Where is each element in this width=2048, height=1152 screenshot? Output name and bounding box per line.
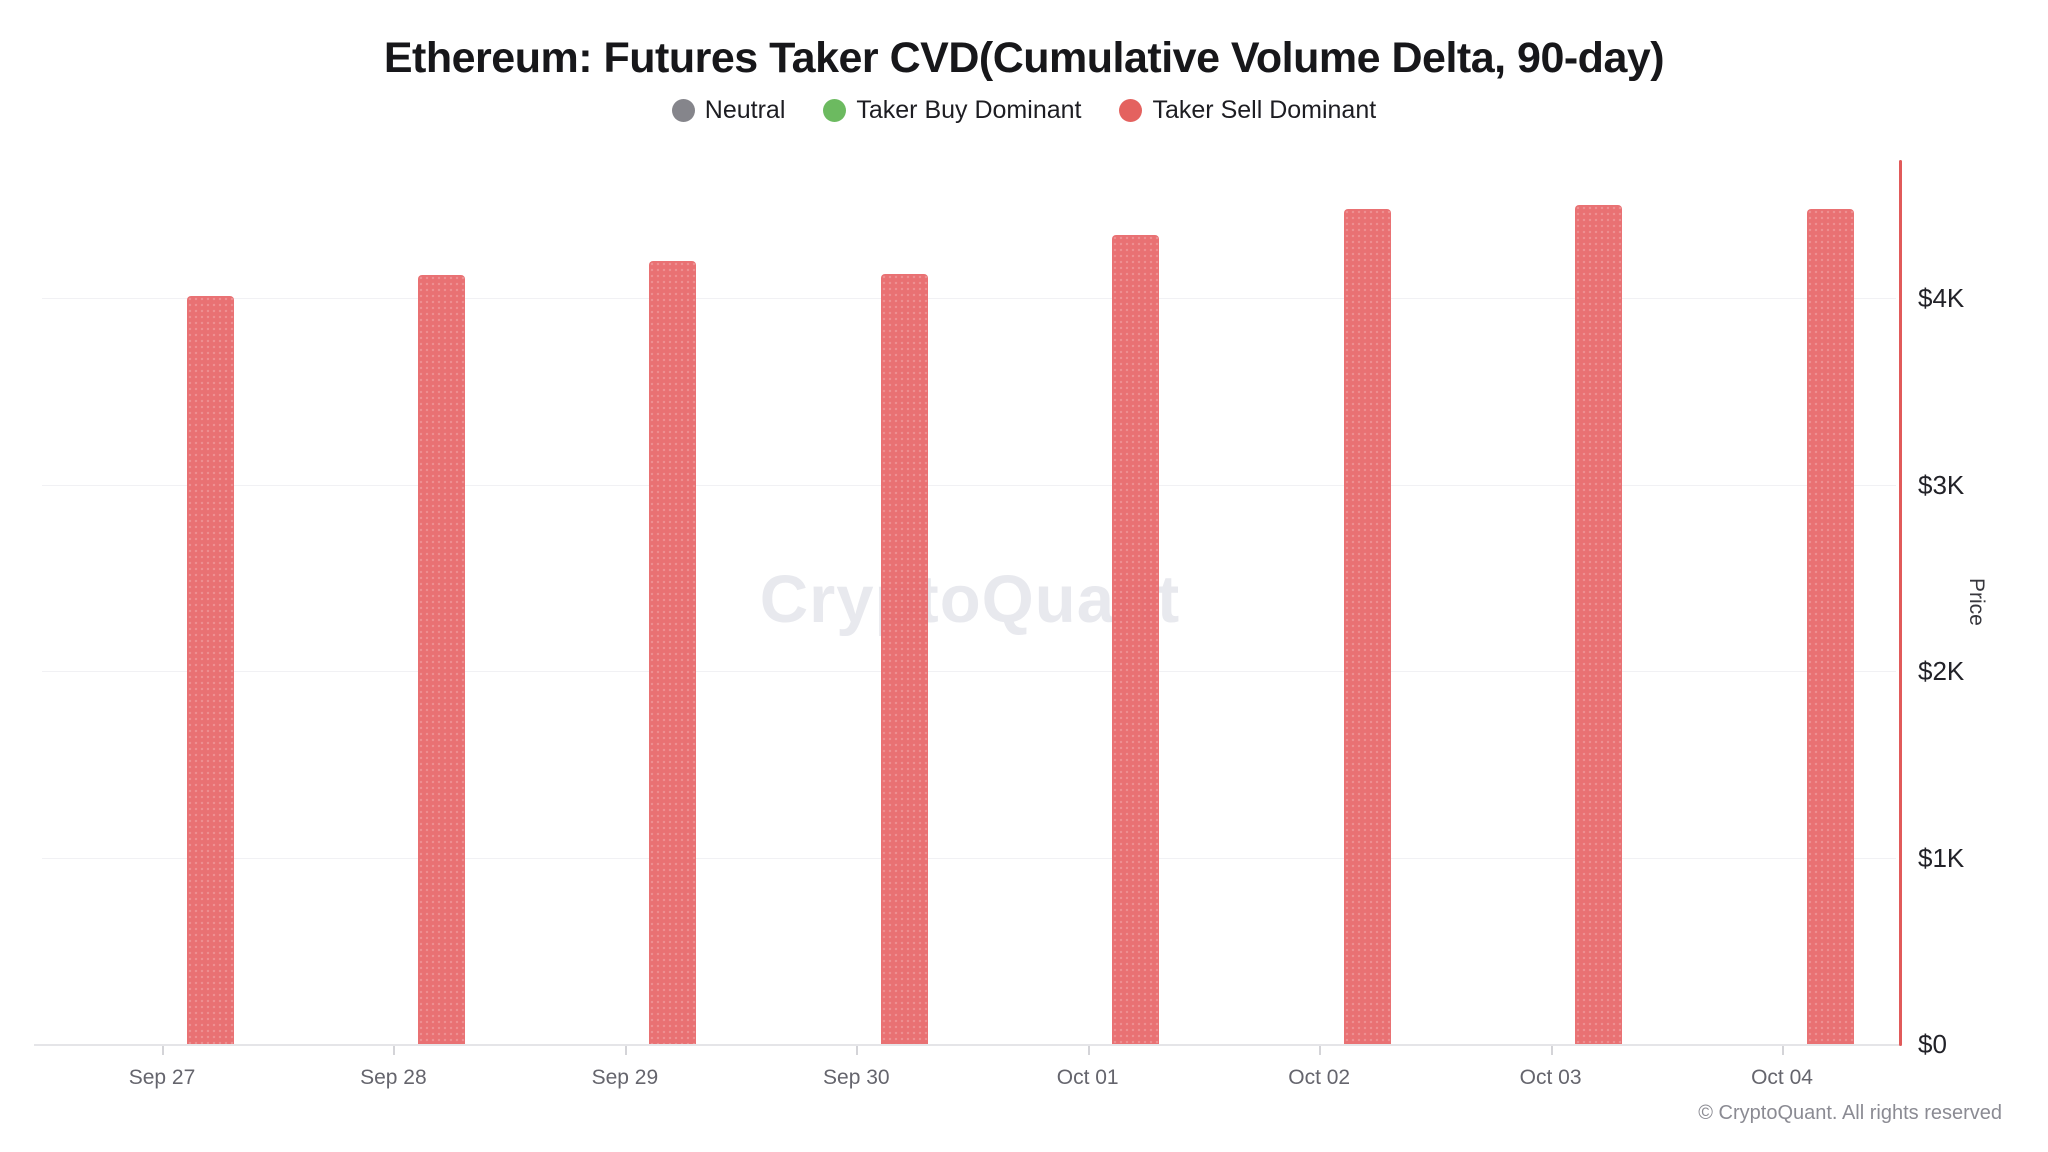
x-axis-label: Sep 27 — [128, 1066, 196, 1089]
legend-dot-neutral — [671, 98, 695, 122]
legend-label: Taker Buy Dominant — [856, 95, 1082, 124]
x-axis-tick — [624, 1046, 627, 1055]
y-axis-title: Price — [1965, 578, 1988, 626]
y-axis-label: $1K — [1918, 842, 1965, 873]
x-axis-tick — [1550, 1046, 1553, 1055]
gridline-4k — [42, 298, 1896, 299]
legend-dot-taker-buy-dominant — [823, 98, 847, 122]
bar-sep-27[interactable] — [186, 296, 234, 1044]
legend-dot-taker-sell-dominant — [1119, 98, 1143, 122]
x-axis-tick — [1319, 1046, 1322, 1055]
legend-item-taker-buy-dominant[interactable]: Taker Buy Dominant — [823, 96, 1081, 125]
bar-oct-02[interactable] — [1343, 209, 1391, 1044]
x-axis-line — [34, 1044, 1902, 1046]
bar-sep-30[interactable] — [880, 273, 928, 1044]
y-axis-label: $0 — [1918, 1029, 1947, 1059]
x-axis-label: Oct 04 — [1751, 1066, 1813, 1089]
chart-legend: Neutral Taker Buy Dominant Taker Sell Domi… — [0, 94, 2048, 126]
x-axis-label: Sep 28 — [360, 1066, 427, 1089]
bar-oct-03[interactable] — [1575, 204, 1623, 1045]
bar-sep-28[interactable] — [417, 274, 465, 1044]
legend-label: Neutral — [704, 95, 786, 124]
y-axis-label: $2K — [1918, 656, 1965, 686]
page-title: Ethereum: Futures Taker CVD(Cumulative V… — [383, 34, 1665, 82]
x-axis-tick — [1087, 1046, 1090, 1055]
x-axis-tick — [162, 1046, 164, 1055]
x-axis-label: Sep 30 — [823, 1066, 890, 1089]
legend-item-taker-sell-dominant[interactable]: Taker Sell Dominant — [1119, 96, 1376, 125]
copyright-footer: © CryptoQuant. All rights reserved — [1698, 1102, 2002, 1124]
x-axis-tick — [393, 1046, 396, 1055]
bar-oct-04[interactable] — [1806, 209, 1854, 1044]
x-axis-tick — [856, 1046, 859, 1055]
legend-item-neutral[interactable]: Neutral — [671, 95, 786, 125]
price-axis-line — [1899, 160, 1902, 1046]
x-axis-tick — [1782, 1046, 1784, 1055]
y-axis-label: $4K — [1918, 283, 1965, 313]
x-axis-label: Oct 03 — [1519, 1066, 1582, 1089]
x-axis-label: Sep 29 — [591, 1066, 659, 1089]
watermark: CryptoQuant — [759, 562, 1181, 637]
y-axis-label: $3K — [1918, 469, 1965, 500]
x-axis-label: Oct 01 — [1056, 1066, 1119, 1089]
bar-oct-01[interactable] — [1112, 234, 1160, 1044]
bar-sep-29[interactable] — [649, 260, 697, 1044]
gridline-1k — [42, 857, 1896, 859]
gridline-3k — [42, 484, 1896, 486]
x-axis-label: Oct 02 — [1288, 1066, 1351, 1089]
legend-label: Taker Sell Dominant — [1152, 95, 1377, 124]
gridline-2k — [42, 671, 1896, 672]
